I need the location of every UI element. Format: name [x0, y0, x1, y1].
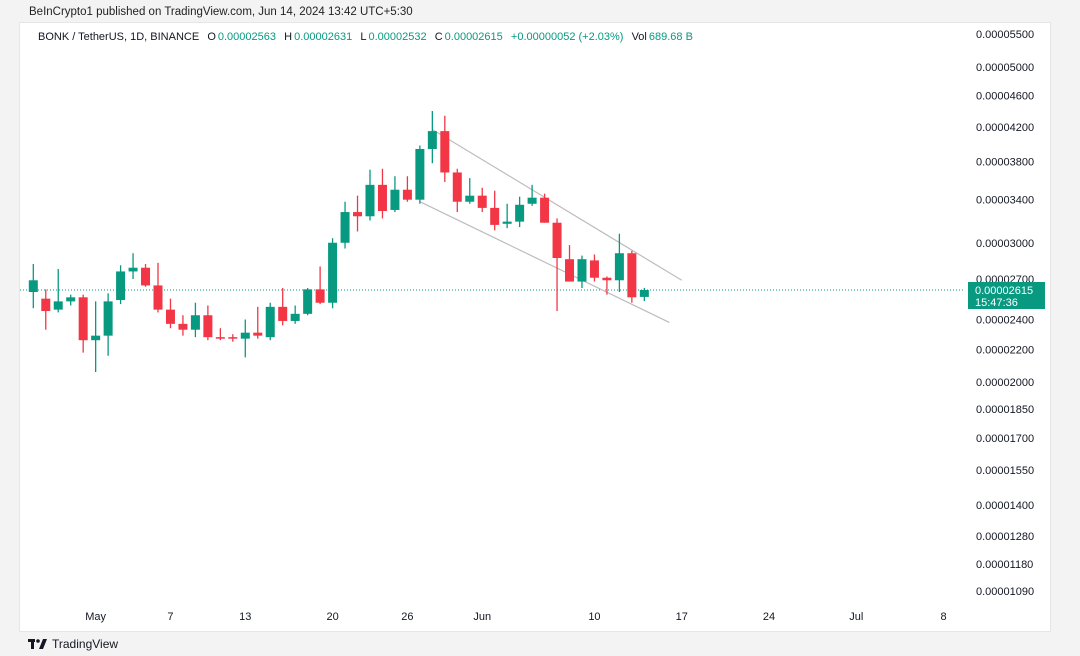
close-label: C	[434, 31, 443, 43]
publisher-line: BeInCrypto1 published on TradingView.com…	[29, 6, 413, 18]
tradingview-footer: TradingView	[28, 637, 118, 651]
tradingview-logo-icon	[28, 639, 47, 649]
chart-legend: BONK / TetherUS, 1D, BINANCE O 0.00002563…	[38, 31, 695, 43]
high-value: 0.00002631	[294, 31, 353, 43]
symbol-label: BONK / TetherUS, 1D, BINANCE	[38, 31, 200, 43]
open-label: O	[207, 31, 216, 43]
close-value: 0.00002615	[444, 31, 503, 43]
low-label: L	[360, 31, 367, 43]
high-label: H	[284, 31, 293, 43]
volume-label: Vol	[631, 31, 647, 43]
volume-value: 689.68 B	[648, 31, 693, 43]
open-value: 0.00002563	[217, 31, 276, 43]
change-value: +0.00000052 (+2.03%)	[510, 31, 624, 43]
low-value: 0.00002532	[368, 31, 427, 43]
chart-frame	[19, 22, 1051, 632]
footer-brand: TradingView	[52, 637, 119, 651]
